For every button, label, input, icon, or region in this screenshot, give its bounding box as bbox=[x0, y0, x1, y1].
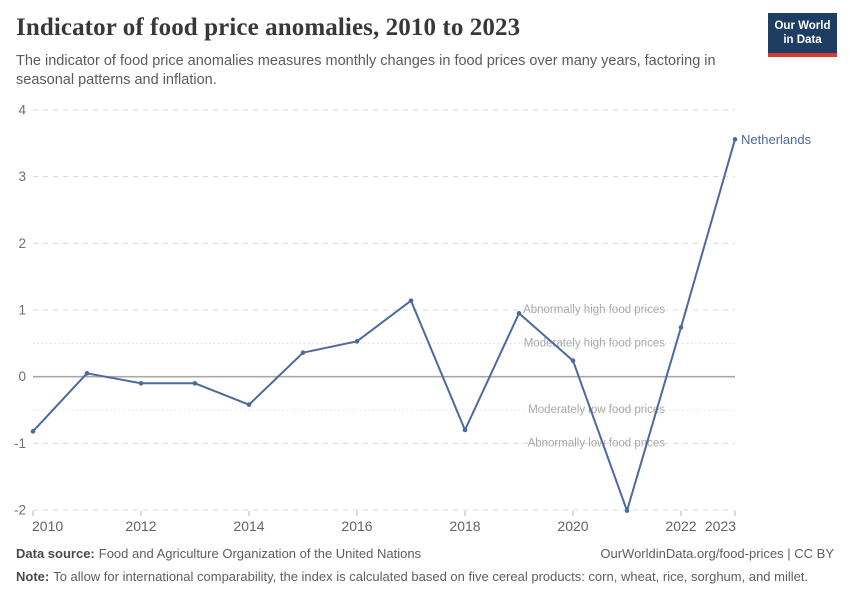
citation-link[interactable]: OurWorldinData.org/food-prices | CC BY bbox=[600, 546, 834, 562]
data-point-2016[interactable] bbox=[354, 339, 360, 344]
data-point-2011[interactable] bbox=[84, 371, 90, 376]
data-point-2022[interactable] bbox=[678, 325, 684, 330]
threshold-annotation: Moderately low food prices bbox=[528, 404, 665, 416]
data-source-line: Data source: Food and Agriculture Organiz… bbox=[16, 546, 421, 563]
data-source-value: Food and Agriculture Organization of the… bbox=[98, 546, 422, 562]
y-axis-label-1: 1 bbox=[18, 303, 26, 318]
data-point-2018[interactable] bbox=[462, 427, 468, 433]
y-axis-label-4: 4 bbox=[18, 103, 26, 118]
x-axis-label-2016: 2016 bbox=[341, 518, 372, 534]
line-chart-plot[interactable]: 4 3 2 1 0 -1 -2 2010 2012 2014 2016 2018 2020 2022 202… bbox=[0, 0, 850, 545]
x-axis-label-2012: 2012 bbox=[125, 518, 156, 534]
y-axis-label-2: 2 bbox=[18, 236, 26, 251]
series-end-label[interactable]: Netherlands bbox=[741, 132, 812, 147]
x-axis-label-2018: 2018 bbox=[449, 518, 480, 534]
data-point-2019[interactable] bbox=[516, 311, 522, 316]
chart-footer: Data source: Food and Agriculture Organiz… bbox=[16, 546, 834, 586]
y-axis-label--2: -2 bbox=[14, 503, 26, 518]
owid-logo-line1: Our World bbox=[774, 20, 831, 32]
netherlands-line[interactable] bbox=[32, 138, 736, 512]
threshold-annotation: Moderately high food prices bbox=[524, 337, 666, 349]
note-label: Note: bbox=[16, 569, 50, 585]
x-axis-label-2010: 2010 bbox=[32, 518, 63, 534]
chart-subtitle: The indicator of food price anomalies me… bbox=[16, 53, 716, 89]
data-point-2013[interactable] bbox=[192, 381, 198, 386]
threshold-annotation: Abnormally low food prices bbox=[528, 437, 666, 449]
x-axis-label-2014: 2014 bbox=[233, 518, 264, 534]
data-source-label: Data source: bbox=[16, 546, 95, 562]
data-point-2012[interactable] bbox=[138, 381, 144, 386]
threshold-annotation: Abnormally high food prices bbox=[523, 304, 665, 316]
data-point-2010[interactable] bbox=[30, 429, 36, 434]
owid-logo-line2: in Data bbox=[783, 34, 822, 47]
x-axis-label-2023: 2023 bbox=[705, 518, 736, 534]
data-point-2020[interactable] bbox=[570, 358, 576, 363]
data-point-2015[interactable] bbox=[300, 350, 306, 355]
x-axis-label-2020: 2020 bbox=[557, 518, 588, 534]
data-point-2021[interactable] bbox=[624, 508, 630, 513]
page-title: Indicator of food price anomalies, 2010 … bbox=[16, 14, 521, 41]
y-axis-label-0: 0 bbox=[18, 369, 26, 384]
data-point-2017[interactable] bbox=[408, 298, 414, 303]
footer-source-row: Data source: Food and Agriculture Organiz… bbox=[16, 546, 834, 563]
note-text: To allow for international comparability… bbox=[53, 569, 809, 585]
y-axis-label-3: 3 bbox=[18, 169, 26, 184]
data-point-2014[interactable] bbox=[246, 402, 252, 407]
x-axis-label-2022: 2022 bbox=[665, 518, 696, 534]
owid-logo[interactable]: Our World in Data bbox=[768, 13, 837, 57]
y-axis-label--1: -1 bbox=[14, 436, 26, 451]
data-point-2023[interactable] bbox=[732, 137, 738, 142]
footer-note-row: Note: To allow for international comparab… bbox=[16, 569, 834, 586]
